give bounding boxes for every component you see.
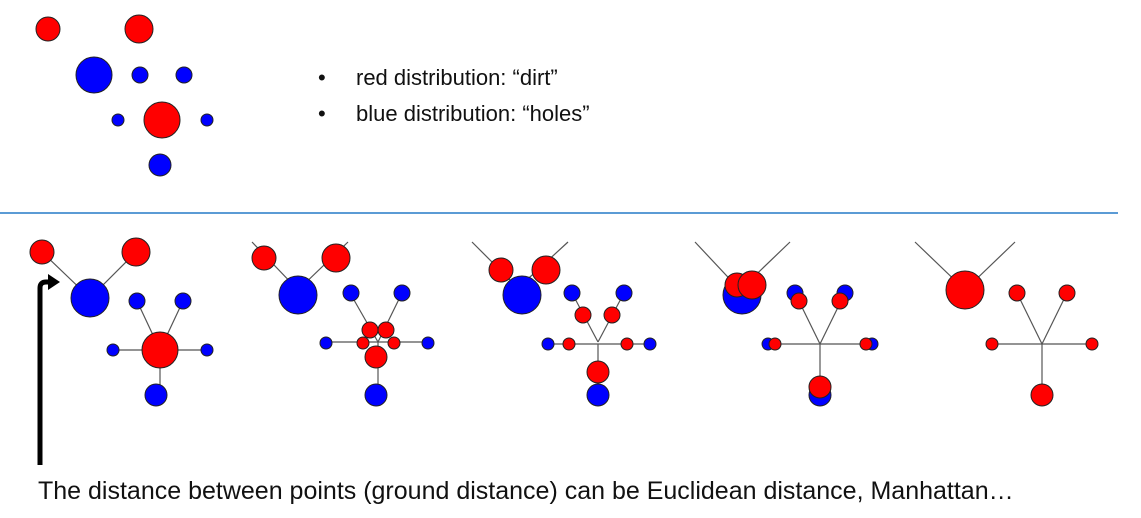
dirt-point: [768, 337, 782, 351]
hole-point: [586, 383, 610, 407]
flow-line: [1041, 292, 1068, 345]
hole-point: [131, 66, 149, 84]
dirt-point: [364, 345, 388, 369]
bullet-dirt: • red distribution: “dirt”: [318, 60, 590, 96]
hole-point: [342, 284, 360, 302]
dirt-point: [531, 255, 561, 285]
hole-point: [200, 343, 214, 357]
dirt-point: [574, 306, 592, 324]
dirt-point: [321, 243, 351, 273]
dirt-point: [945, 270, 985, 310]
dirt-point: [1085, 337, 1099, 351]
dirt-point: [387, 336, 401, 350]
hole-point: [70, 278, 110, 318]
dirt-point: [356, 336, 370, 350]
dirt-point: [35, 16, 61, 42]
hole-point: [502, 275, 542, 315]
hole-point: [106, 343, 120, 357]
dirt-point: [603, 306, 621, 324]
dirt-point: [985, 337, 999, 351]
flow-line: [1016, 292, 1043, 345]
hole-point: [278, 275, 318, 315]
dirt-point: [141, 331, 179, 369]
bullet-holes-text: blue distribution: “holes”: [356, 101, 590, 126]
dirt-point: [586, 360, 610, 384]
bullet-dirt-text: red distribution: “dirt”: [356, 65, 558, 90]
dirt-point: [1030, 383, 1054, 407]
bullet-marker: •: [318, 65, 326, 90]
legend-bullets: • red distribution: “dirt” • blue distri…: [318, 60, 590, 132]
hole-point: [319, 336, 333, 350]
progress-arrow: [37, 279, 50, 465]
dirt-point: [620, 337, 634, 351]
hole-point: [541, 337, 555, 351]
hole-point: [643, 337, 657, 351]
hole-point: [175, 66, 193, 84]
bullet-holes: • blue distribution: “holes”: [318, 96, 590, 132]
dirt-point: [29, 239, 55, 265]
hole-point: [364, 383, 388, 407]
progress-arrowhead: [48, 274, 60, 290]
dirt-point: [790, 292, 808, 310]
hole-point: [128, 292, 146, 310]
hole-point: [421, 336, 435, 350]
hole-point: [200, 113, 214, 127]
dirt-point: [251, 245, 277, 271]
dirt-point: [361, 321, 379, 339]
hole-point: [563, 284, 581, 302]
dirt-point: [831, 292, 849, 310]
dirt-point: [121, 237, 151, 267]
hole-point: [144, 383, 168, 407]
hole-point: [393, 284, 411, 302]
dirt-point: [737, 270, 767, 300]
dirt-point: [1058, 284, 1076, 302]
dirt-point: [488, 257, 514, 283]
dirt-point: [1008, 284, 1026, 302]
bullet-marker: •: [318, 101, 326, 126]
dirt-point: [562, 337, 576, 351]
dirt-point: [859, 337, 873, 351]
hole-point: [111, 113, 125, 127]
caption: The distance between points (ground dist…: [38, 477, 1014, 505]
dirt-point: [377, 321, 395, 339]
hole-point: [615, 284, 633, 302]
dirt-point: [808, 375, 832, 399]
hole-point: [75, 56, 113, 94]
hole-point: [174, 292, 192, 310]
dirt-point: [143, 101, 181, 139]
dirt-point: [124, 14, 154, 44]
hole-point: [148, 153, 172, 177]
